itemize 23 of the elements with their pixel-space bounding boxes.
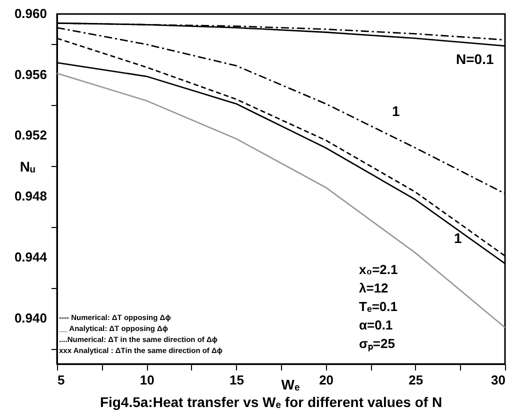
annotation: 1 bbox=[392, 103, 400, 119]
x-tick-label: 10 bbox=[140, 372, 154, 388]
y-tick-label: 0.940 bbox=[14, 310, 47, 326]
y-tick-label: 0.948 bbox=[14, 188, 47, 204]
annotation: x₀=2.1 bbox=[359, 262, 398, 277]
x-tick-label: 20 bbox=[319, 372, 334, 388]
x-tick-label: 5 bbox=[58, 372, 65, 388]
annotation: N=0.1 bbox=[456, 51, 494, 67]
x-tick-label: 30 bbox=[491, 372, 506, 388]
annotation: σₚ=25 bbox=[359, 336, 395, 352]
y-tick-label: 0.944 bbox=[14, 249, 48, 264]
y-tick-label: 0.956 bbox=[14, 66, 47, 82]
y-axis-title: Nᵤ bbox=[20, 158, 36, 174]
annotation: Tₑ=0.1 bbox=[359, 299, 398, 314]
x-tick-label: 15 bbox=[229, 372, 244, 388]
x-axis-title: Wₑ bbox=[281, 376, 300, 392]
y-tick-label: 0.952 bbox=[14, 128, 47, 143]
y-tick-label: 0.960 bbox=[14, 6, 47, 21]
annotation: 1 bbox=[454, 230, 462, 246]
x-tick-label: 25 bbox=[408, 372, 424, 388]
text: Fig4.5a:Heat transfer vs Wₑ for different values of N bbox=[100, 394, 442, 410]
annotation: α=0.1 bbox=[359, 318, 393, 332]
annotation: λ=12 bbox=[359, 280, 388, 296]
